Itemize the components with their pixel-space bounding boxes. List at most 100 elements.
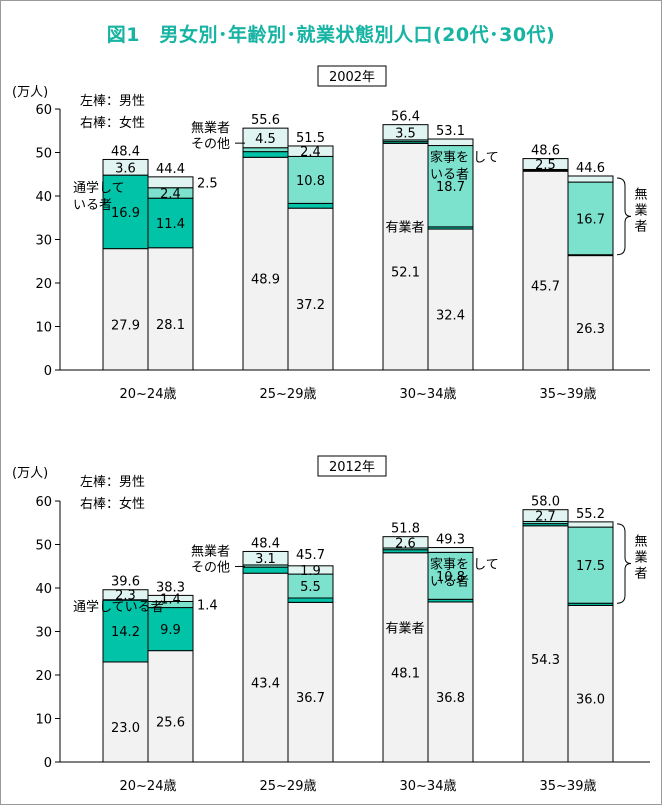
jobless-brace xyxy=(616,177,632,256)
bar-segment-male-employed xyxy=(382,552,429,763)
bar-segment-male-other xyxy=(102,158,149,176)
data-label: 2.7 xyxy=(535,510,556,525)
y-tick-label: 60 xyxy=(35,103,52,118)
bar-segment-female-other xyxy=(427,138,474,147)
data-label: 2.4 xyxy=(300,145,321,160)
bar-segment-male-other xyxy=(382,124,429,141)
annotation-jobless-char: 無 xyxy=(634,187,647,202)
annotation-employed: 有業者 xyxy=(385,620,424,636)
annotation-other: 無業者 xyxy=(191,543,230,559)
bar-segment-male-employed xyxy=(102,248,149,371)
data-label: 10.8 xyxy=(436,570,465,585)
data-label: 18.7 xyxy=(436,180,465,195)
bar-segment-female-student xyxy=(147,607,194,652)
bar-segment-female-employed xyxy=(147,247,194,371)
annotation-other: その他 xyxy=(191,137,230,152)
year-label: 2012年 xyxy=(329,460,375,475)
bar-total-label: 53.1 xyxy=(436,124,465,139)
data-label: 3.1 xyxy=(255,552,276,567)
legend-line: 左棒：男性 xyxy=(80,94,145,109)
data-label: 1.4 xyxy=(197,599,218,614)
bar-segment-female-housework xyxy=(567,181,614,256)
annotation-employed: 有業者 xyxy=(385,220,424,236)
bar-total-label: 51.5 xyxy=(296,131,325,146)
y-tick-label: 0 xyxy=(44,756,52,771)
annotation-student: 通学して xyxy=(73,180,125,196)
x-tick-label: 35~39歳 xyxy=(540,387,597,402)
legend-line: 左棒：男性 xyxy=(80,475,145,490)
bar-segment-male-other xyxy=(522,509,569,522)
y-tick-label: 20 xyxy=(35,277,52,292)
bar-segment-female-other xyxy=(427,547,474,553)
bar-total-label: 44.6 xyxy=(576,161,605,176)
bar-segment-female-employed xyxy=(567,604,614,763)
data-label: 14.2 xyxy=(111,625,140,640)
jobless-brace xyxy=(616,523,632,604)
bar-segment-male-employed xyxy=(242,156,289,371)
bar-total-label: 51.8 xyxy=(391,522,420,537)
bar-segment-male-housework xyxy=(242,147,289,153)
annotation-jobless-char: 者 xyxy=(634,567,647,582)
data-label: 23.0 xyxy=(111,721,140,736)
y-tick-label: 30 xyxy=(35,234,52,249)
bar-segment-male-employed xyxy=(242,572,289,763)
data-label: 1.4 xyxy=(160,592,181,607)
data-label: 5.5 xyxy=(300,580,321,595)
year-label-box xyxy=(317,65,387,87)
data-label: 54.3 xyxy=(531,653,560,668)
bar-segment-male-employed xyxy=(522,170,569,371)
data-label: 48.9 xyxy=(251,273,280,288)
x-tick-label: 30~34歳 xyxy=(400,779,457,794)
bar-segment-female-other xyxy=(567,521,614,528)
bar-segment-male-other xyxy=(102,589,149,601)
bar-segment-female-other xyxy=(147,176,194,189)
bar-segment-male-other xyxy=(242,550,289,566)
annotation-student: いる者 xyxy=(73,198,112,213)
data-label: 43.4 xyxy=(251,677,280,692)
annotation-other: その他 xyxy=(191,560,230,575)
bar-segment-female-employed xyxy=(287,207,334,371)
bar-total-label: 44.4 xyxy=(156,162,185,177)
bar-segment-male-employed xyxy=(102,661,149,763)
year-label-box xyxy=(317,455,387,477)
annotation-housework: いる者 xyxy=(430,168,469,183)
bar-segment-female-housework xyxy=(427,551,474,600)
data-label: 3.5 xyxy=(395,126,416,141)
data-label: 32.4 xyxy=(436,309,465,324)
data-label: 16.7 xyxy=(576,212,605,227)
data-label: 26.3 xyxy=(576,322,605,337)
bar-segment-female-employed xyxy=(287,601,334,763)
data-label: 11.4 xyxy=(156,217,185,232)
data-label: 36.0 xyxy=(576,693,605,708)
data-label: 45.7 xyxy=(531,280,560,295)
bar-total-label: 45.7 xyxy=(296,548,325,563)
annotation-student: 通学している者 xyxy=(73,599,164,615)
data-label: 25.6 xyxy=(156,715,185,730)
bar-segment-male-student xyxy=(102,599,149,663)
annotation-housework: 家事を して xyxy=(430,150,499,166)
data-label: 9.9 xyxy=(160,623,181,638)
data-label: 2.5 xyxy=(197,176,218,191)
bar-segment-female-other xyxy=(287,565,334,575)
bar-total-label: 55.6 xyxy=(251,113,280,128)
x-tick-label: 20~24歳 xyxy=(120,779,177,794)
bar-segment-female-housework xyxy=(287,155,334,204)
bar-segment-male-student xyxy=(102,174,149,250)
annotation-jobless-char: 業 xyxy=(634,550,647,566)
data-label: 2.6 xyxy=(395,536,416,551)
bar-total-label: 48.6 xyxy=(531,144,560,159)
annotation-housework: いる者 xyxy=(430,574,469,589)
data-label: 3.6 xyxy=(115,161,136,176)
bar-segment-female-employed xyxy=(427,228,474,371)
year-label: 2002年 xyxy=(329,70,375,85)
bar-total-label: 48.4 xyxy=(111,144,140,159)
bar-segment-female-employed xyxy=(147,650,194,763)
y-tick-label: 10 xyxy=(35,713,52,728)
bar-segment-female-other xyxy=(147,594,194,602)
y-tick-label: 0 xyxy=(44,364,52,379)
data-label: 37.2 xyxy=(296,298,325,313)
bar-total-label: 38.3 xyxy=(156,580,185,595)
bar-segment-male-other xyxy=(242,127,289,149)
bar-total-label: 55.2 xyxy=(576,507,605,522)
